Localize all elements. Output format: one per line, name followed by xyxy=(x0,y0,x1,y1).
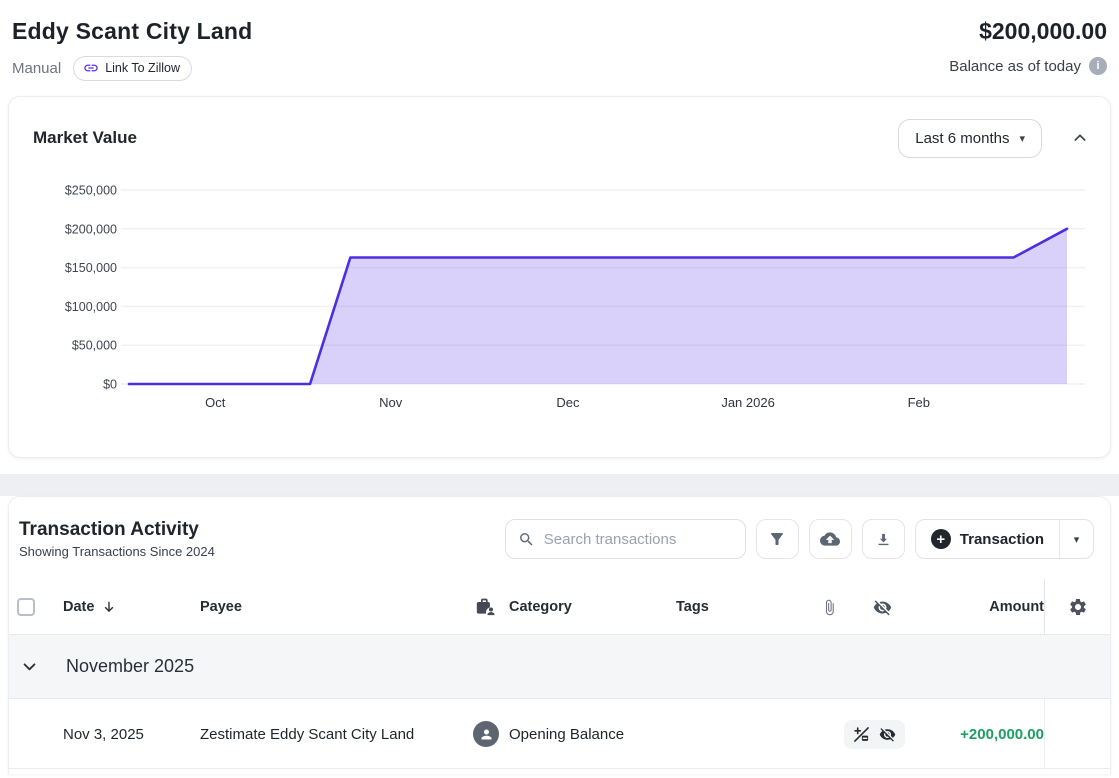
filter-button[interactable] xyxy=(755,519,799,559)
sort-descending-icon xyxy=(102,600,116,614)
transaction-payee[interactable]: Zestimate Eddy Scant City Land xyxy=(200,725,415,743)
svg-text:$50,000: $50,000 xyxy=(72,339,117,353)
column-amount[interactable]: Amount xyxy=(989,599,1044,615)
filter-icon xyxy=(768,530,786,548)
transactions-subtitle: Showing Transactions Since 2024 xyxy=(19,544,215,559)
add-transaction-split-button: + Transaction ▾ xyxy=(914,519,1094,559)
account-title-block: Eddy Scant City Land Manual Link To Zill… xyxy=(12,18,252,81)
table-settings-button[interactable] xyxy=(1044,579,1110,635)
transactions-table-header: Date Payee Category Tags Amount xyxy=(9,579,1110,635)
search-icon xyxy=(518,531,535,548)
download-icon xyxy=(875,531,892,548)
svg-text:Jan 2026: Jan 2026 xyxy=(721,395,775,410)
transaction-date: Nov 3, 2025 xyxy=(63,725,144,743)
paperclip-icon xyxy=(821,599,873,616)
transaction-amount: +200,000.00 xyxy=(960,725,1044,743)
svg-text:$150,000: $150,000 xyxy=(65,261,117,275)
add-transaction-button[interactable]: + Transaction xyxy=(916,520,1059,558)
transaction-row[interactable]: Nov 3, 2025 Zestimate Eddy Scant City La… xyxy=(9,699,1110,769)
balance-block: $200,000.00 Balance as of today i xyxy=(949,18,1107,75)
svg-text:Feb: Feb xyxy=(908,395,930,410)
download-button[interactable] xyxy=(861,519,905,559)
svg-text:Oct: Oct xyxy=(205,395,226,410)
svg-text:$250,000: $250,000 xyxy=(65,184,117,198)
svg-text:$0: $0 xyxy=(103,378,117,392)
button-divider xyxy=(1059,520,1060,558)
plus-minus-slash-icon[interactable] xyxy=(853,726,870,743)
search-transactions-input[interactable] xyxy=(543,530,719,548)
market-value-title: Market Value xyxy=(33,128,137,147)
add-transaction-label: Transaction xyxy=(959,530,1044,548)
plus-circle-icon: + xyxy=(930,529,951,549)
eye-slash-icon[interactable] xyxy=(879,726,896,743)
link-to-zillow-button[interactable]: Link To Zillow xyxy=(73,56,193,81)
payee-avatar xyxy=(473,721,499,747)
svg-text:$200,000: $200,000 xyxy=(65,222,117,236)
upload-button[interactable] xyxy=(808,519,852,559)
page-header: Eddy Scant City Land Manual Link To Zill… xyxy=(0,0,1119,96)
link-to-zillow-label: Link To Zillow xyxy=(105,61,181,75)
balance-amount: $200,000.00 xyxy=(979,18,1107,44)
balance-caption: Balance as of today xyxy=(949,57,1081,75)
eye-slash-icon xyxy=(873,598,935,617)
add-transaction-menu-button[interactable]: ▾ xyxy=(1060,520,1093,558)
transaction-badges xyxy=(843,719,905,749)
link-icon xyxy=(83,60,99,76)
merchant-logo-icon[interactable] xyxy=(463,597,509,617)
section-separator xyxy=(0,474,1119,496)
chevron-down-icon[interactable] xyxy=(21,658,38,675)
date-range-dropdown[interactable]: Last 6 months ▾ xyxy=(898,118,1042,158)
month-group-label: November 2025 xyxy=(66,656,195,676)
transactions-title-block: Transaction Activity Showing Transaction… xyxy=(19,519,215,559)
column-payee[interactable]: Payee xyxy=(200,599,242,615)
gear-icon xyxy=(1068,597,1088,617)
cloud-upload-icon xyxy=(820,529,841,549)
transaction-category[interactable]: Opening Balance xyxy=(509,725,625,743)
column-category[interactable]: Category xyxy=(509,599,572,615)
caret-down-icon: ▾ xyxy=(1019,132,1025,145)
svg-text:Nov: Nov xyxy=(379,395,403,410)
column-hidden[interactable] xyxy=(873,598,935,617)
column-date-label: Date xyxy=(63,599,95,615)
caret-down-icon: ▾ xyxy=(1073,533,1080,546)
transactions-card: Transaction Activity Showing Transaction… xyxy=(8,496,1111,774)
info-icon[interactable]: i xyxy=(1089,57,1107,75)
column-tags[interactable]: Tags xyxy=(676,599,709,615)
market-value-card: Market Value Last 6 months ▾ $0 $50,000 $1… xyxy=(8,96,1111,458)
collapse-chevron-up-icon[interactable] xyxy=(1072,130,1088,146)
select-all-checkbox[interactable] xyxy=(17,598,35,616)
svg-text:Dec: Dec xyxy=(556,395,580,410)
market-value-chart[interactable]: $0 $50,000 $100,000 $150,000 $200,000 $250,00… xyxy=(25,177,1094,420)
search-transactions-box[interactable] xyxy=(504,519,746,559)
column-attachment[interactable] xyxy=(813,599,873,616)
account-title: Eddy Scant City Land xyxy=(12,18,253,44)
row-settings-cell xyxy=(1044,699,1110,769)
month-group-row[interactable]: November 2025 xyxy=(9,635,1110,699)
account-type-label: Manual xyxy=(12,60,62,77)
transactions-toolbar: Transaction Activity Showing Transaction… xyxy=(9,519,1110,559)
column-date[interactable]: Date xyxy=(63,599,200,615)
svg-text:$100,000: $100,000 xyxy=(65,300,117,314)
transactions-title: Transaction Activity xyxy=(19,519,199,540)
date-range-value: Last 6 months xyxy=(915,129,1010,147)
